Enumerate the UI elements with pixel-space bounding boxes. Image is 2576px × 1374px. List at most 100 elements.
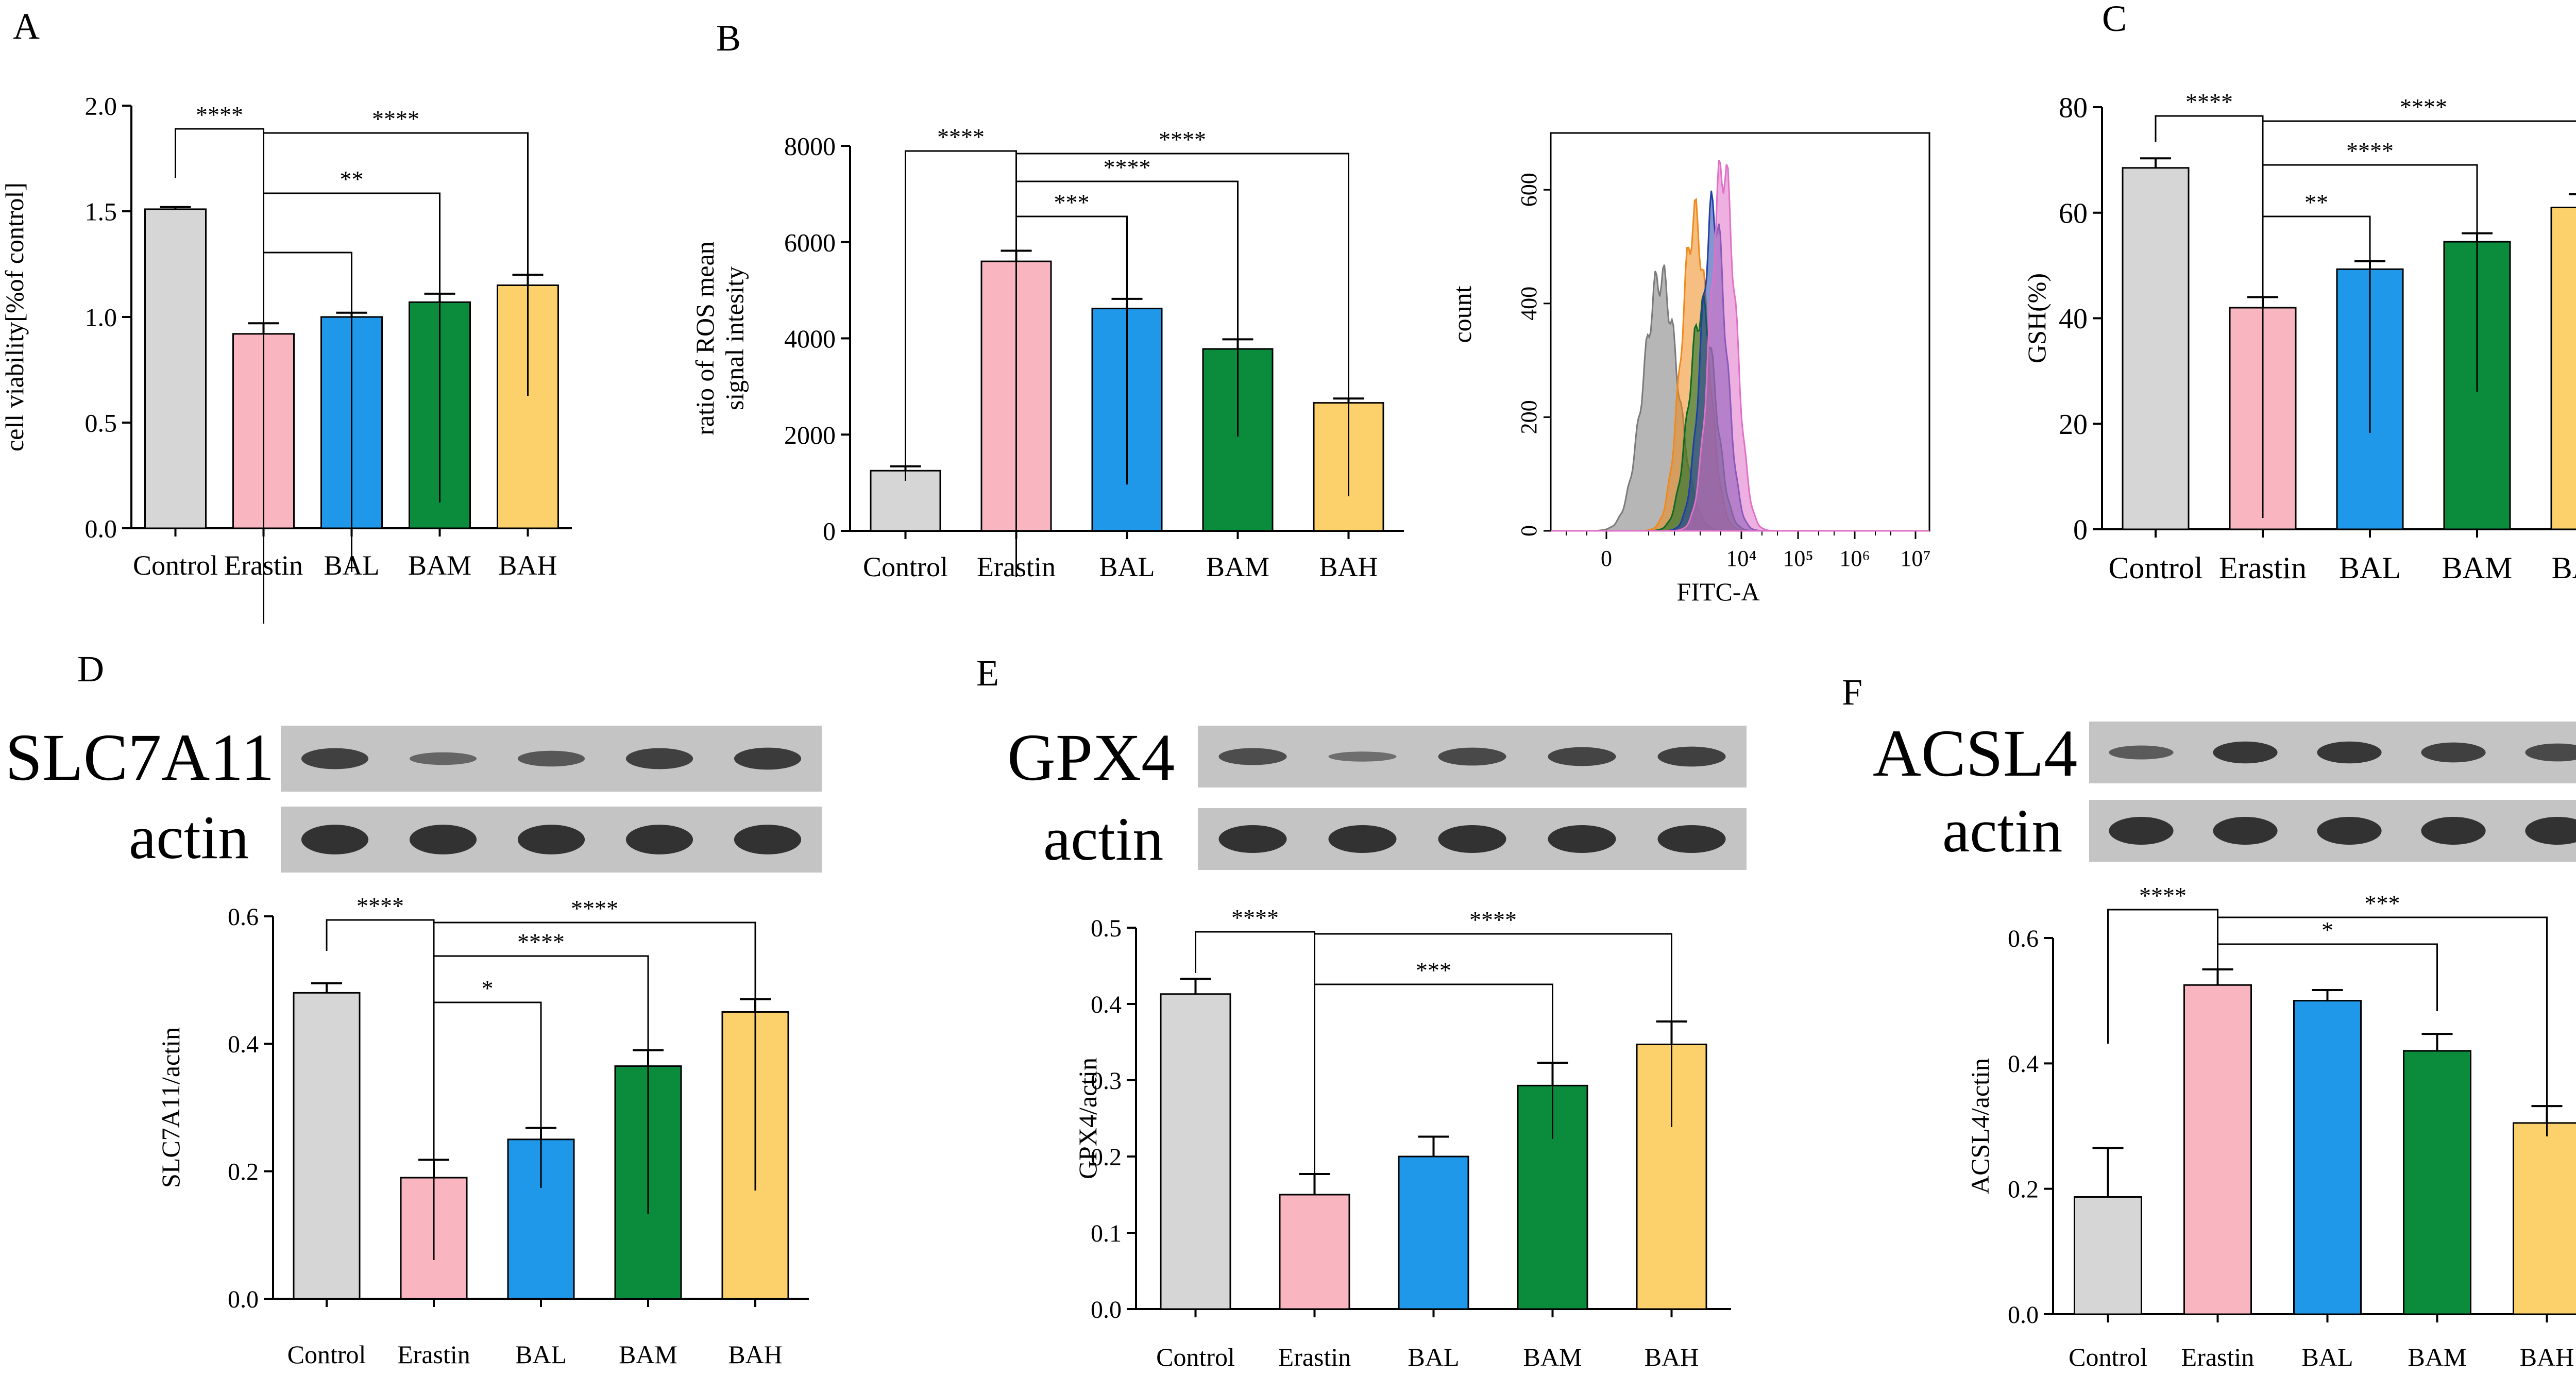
y-tick-label-E: 0.1 (1091, 1220, 1122, 1247)
western-blot-E: GPX4 actin (1007, 720, 1747, 873)
blot-control-label-F: actin (1942, 796, 2062, 865)
x-tick-label-F: BAH (2520, 1343, 2574, 1371)
x-tick-label-F: Erastin (2181, 1343, 2255, 1371)
significance-label-A: ** (340, 166, 364, 192)
x-tick-label-E: Erastin (1278, 1343, 1351, 1371)
x-tick-label-E: BAH (1645, 1343, 1699, 1371)
blot-band-actin-D (734, 825, 802, 854)
x-tick-label-C: BAM (2442, 551, 2513, 585)
panel-label-B: B (716, 18, 741, 59)
blot-band-actin-F (2525, 817, 2576, 845)
blot-band-actin-E (1218, 825, 1287, 853)
bar-E-Control (1160, 993, 1231, 1310)
significance-bracket-F (2217, 916, 2548, 1136)
bar-F-BAL (2293, 1000, 2362, 1315)
y-axis-label-line: ratio of ROS mean (690, 241, 719, 435)
y-tick-label-E: 0.5 (1091, 915, 1122, 942)
significance-label-C: ** (2304, 189, 2328, 215)
significance-bracket-F (2217, 943, 2438, 1011)
blot-band-actin-F (2317, 817, 2382, 845)
blot-band-target-F (2317, 741, 2382, 764)
significance-bracket-C (2262, 120, 2576, 410)
y-axis-label-line: cell viability[%of control] (0, 182, 29, 451)
blot-band-target-F (2525, 743, 2576, 762)
y-tick-label-E: 0.3 (1091, 1067, 1122, 1095)
blot-band-actin-E (1548, 825, 1616, 853)
y-tick-label-B: 8000 (784, 132, 836, 161)
x-tick-label-E: BAM (1523, 1343, 1582, 1371)
flow-series-BAH (1551, 159, 1929, 532)
y-tick-label-A: 2.0 (85, 92, 117, 121)
panel-label-D: D (77, 648, 104, 690)
significance-label-E: *** (1416, 957, 1451, 983)
y-tick-label-D: 0.6 (228, 903, 259, 931)
flow-y-tick-label: 0 (1516, 525, 1541, 537)
y-axis-label-C: GSH(%) (2022, 273, 2051, 363)
significance-label-B: **** (1104, 154, 1151, 180)
panel-label-C: C (2102, 0, 2127, 39)
y-axis-label-F: ACSL4/actin (1965, 1058, 1994, 1194)
significance-label-E: **** (1231, 904, 1279, 931)
flow-x-tick-label: 10⁷ (1900, 546, 1930, 571)
significance-label-C: **** (2400, 94, 2447, 120)
x-tick-label-D: BAM (619, 1340, 677, 1369)
blot-band-actin-E (1657, 825, 1726, 853)
x-tick-label-C: BAL (2339, 551, 2401, 585)
blot-band-target-D (517, 750, 585, 767)
bar-C-Control (2122, 167, 2190, 530)
significance-label-F: *** (2365, 890, 2400, 916)
y-tick-label-A: 0.0 (85, 514, 117, 543)
x-tick-label-E: Control (1156, 1343, 1235, 1371)
bar-chart-D: D 0.0 0.2 0.4 0.6 Control Erastin BAL BAM BAH SLC7… (77, 648, 809, 1369)
blot-band-target-F (2213, 741, 2278, 764)
x-tick-label-B: BAH (1319, 551, 1378, 582)
y-axis-label-A: cell viability[%of control] (0, 182, 29, 451)
y-tick-label-F: 0.4 (2008, 1050, 2039, 1078)
y-tick-label-D: 0.2 (228, 1158, 259, 1185)
y-tick-label-C: 0 (2073, 514, 2088, 546)
blot-band-target-D (301, 748, 369, 769)
y-axis-label-line: signal intesity (720, 266, 749, 410)
blot-control-label-E: actin (1043, 805, 1163, 873)
bar-A-Control (144, 208, 207, 529)
significance-label-F: **** (2139, 882, 2187, 909)
blot-band-actin-E (1328, 825, 1397, 853)
x-tick-label-E: BAL (1408, 1343, 1460, 1371)
blot-band-actin-D (517, 825, 585, 854)
significance-label-B: **** (937, 124, 985, 150)
significance-label-D: **** (517, 929, 565, 955)
significance-label-B: **** (1159, 126, 1206, 153)
x-tick-label-D: BAL (515, 1340, 567, 1369)
y-tick-label-F: 0.2 (2008, 1176, 2039, 1203)
flow-y-tick-label: 200 (1516, 400, 1541, 434)
y-tick-label-A: 1.5 (85, 197, 117, 226)
y-tick-label-E: 0.0 (1091, 1296, 1122, 1323)
y-tick-label-C: 40 (2059, 303, 2088, 335)
x-tick-label-F: BAL (2302, 1343, 2353, 1371)
x-tick-label-B: BAL (1099, 551, 1155, 582)
blot-band-actin-F (2213, 817, 2278, 845)
bar-E-Erastin (1279, 1194, 1350, 1310)
panel-label-A: A (13, 6, 40, 47)
y-tick-label-C: 20 (2059, 409, 2088, 441)
significance-label-A: **** (196, 102, 243, 128)
y-tick-label-A: 0.5 (85, 409, 117, 438)
significance-label-D: **** (571, 895, 618, 921)
bar-F-BAH (2513, 1122, 2576, 1315)
blot-band-target-E (1328, 751, 1397, 762)
x-tick-label-D: Erastin (397, 1340, 470, 1369)
y-tick-label-D: 0.4 (228, 1031, 259, 1058)
blot-band-target-E (1218, 748, 1287, 765)
blot-target-label-F: ACSL4 (1873, 716, 2077, 791)
flow-x-tick-label: 0 (1601, 546, 1612, 571)
x-tick-label-D: Control (287, 1340, 366, 1369)
blot-band-actin-F (2109, 817, 2174, 845)
x-tick-label-A: Control (133, 550, 218, 581)
y-tick-label-B: 0 (823, 517, 836, 546)
y-tick-label-D: 0.0 (228, 1286, 259, 1313)
y-axis-label-line: GSH(%) (2022, 273, 2051, 363)
